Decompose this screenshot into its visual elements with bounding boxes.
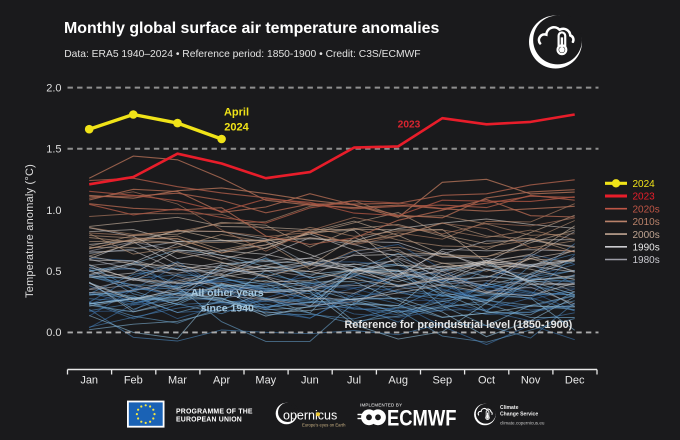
svg-text:1.5: 1.5 (46, 144, 61, 156)
svg-text:Mar: Mar (168, 375, 187, 387)
svg-text:Climate: Climate (500, 405, 519, 411)
svg-text:2.0: 2.0 (46, 82, 61, 94)
svg-text:0.5: 0.5 (46, 266, 61, 278)
svg-text:May: May (255, 375, 276, 387)
svg-text:Sep: Sep (433, 375, 453, 387)
svg-text:Jan: Jan (80, 375, 98, 387)
svg-text:Jun: Jun (301, 375, 319, 387)
svg-text:Temperature anomaly (°C): Temperature anomaly (°C) (24, 164, 36, 298)
svg-text:EUROPEAN UNION: EUROPEAN UNION (176, 416, 242, 423)
svg-text:Data: ERA5 1940–2024 • Referen: Data: ERA5 1940–2024 • Reference period:… (64, 49, 420, 60)
svg-text:2000s: 2000s (633, 230, 660, 241)
svg-text:climate.copernicus.eu: climate.copernicus.eu (500, 421, 545, 426)
svg-text:Monthly global surface air tem: Monthly global surface air temperature a… (64, 20, 439, 37)
svg-text:IMPLEMENTED BY: IMPLEMENTED BY (360, 403, 402, 408)
svg-text:2024: 2024 (224, 122, 249, 134)
svg-text:2020s: 2020s (633, 204, 660, 215)
svg-text:April: April (224, 107, 249, 119)
svg-text:2023: 2023 (633, 192, 656, 203)
svg-text:since 1940: since 1940 (201, 303, 254, 315)
svg-text:ECMWF: ECMWF (387, 406, 457, 431)
svg-text:2024: 2024 (633, 179, 656, 190)
svg-text:Change Service: Change Service (500, 412, 538, 418)
svg-text:1.0: 1.0 (46, 205, 61, 217)
svg-text:Jul: Jul (347, 375, 361, 387)
svg-text:opernicus: opernicus (283, 409, 337, 423)
svg-text:Feb: Feb (124, 375, 143, 387)
svg-text:Dec: Dec (565, 375, 585, 387)
svg-text:0.0: 0.0 (46, 327, 61, 339)
svg-text:Reference for preindustrial le: Reference for preindustrial level (1850-… (344, 319, 572, 331)
svg-text:Oct: Oct (478, 375, 495, 387)
svg-text:2023: 2023 (398, 120, 421, 131)
svg-text:2010s: 2010s (633, 217, 660, 228)
svg-text:1990s: 1990s (633, 243, 660, 254)
svg-text:Europe's eyes on Earth: Europe's eyes on Earth (302, 423, 346, 428)
svg-text:PROGRAMME OF THE: PROGRAMME OF THE (176, 408, 253, 415)
svg-text:Apr: Apr (213, 375, 230, 387)
svg-text:Aug: Aug (388, 375, 408, 387)
svg-text:Nov: Nov (521, 375, 541, 387)
svg-text:1980s: 1980s (633, 255, 660, 266)
svg-text:All other years: All other years (191, 287, 264, 299)
